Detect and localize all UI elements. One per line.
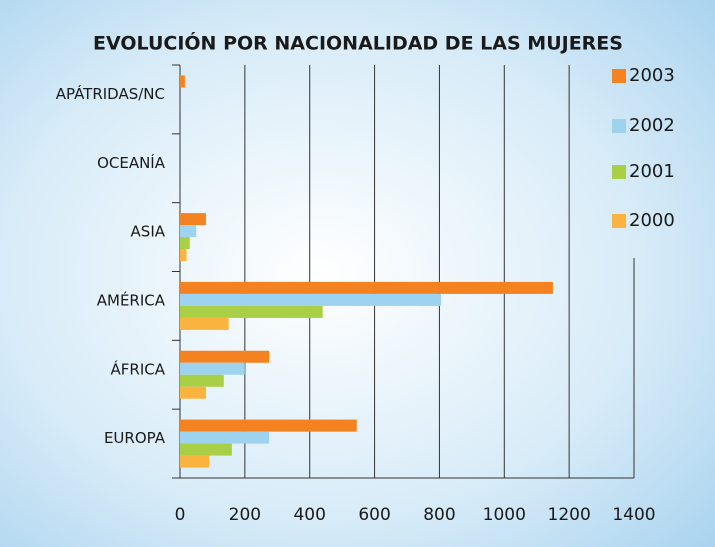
x-tick-label: 0 <box>175 505 186 525</box>
bar <box>180 249 187 262</box>
legend-swatch <box>612 214 626 228</box>
bar <box>180 431 270 444</box>
bar <box>180 317 229 330</box>
y-tick-label: OCEANÍA <box>97 153 166 172</box>
bar <box>180 455 210 468</box>
legend-label: 2000 <box>629 210 675 231</box>
bar <box>180 374 224 387</box>
y-tick-label: EUROPA <box>104 429 166 447</box>
bar <box>180 362 245 375</box>
bar <box>180 350 270 363</box>
bar <box>180 419 357 432</box>
bar <box>180 443 232 456</box>
legend-swatch <box>612 165 626 179</box>
x-tick-label: 1200 <box>548 505 591 525</box>
bar <box>180 305 323 318</box>
x-tick-label: 800 <box>423 505 455 525</box>
x-tick-label: 600 <box>358 505 390 525</box>
bar <box>180 281 553 294</box>
x-tick-label: 400 <box>293 505 325 525</box>
x-tick-label: 1400 <box>612 505 655 525</box>
legend-label: 2001 <box>629 161 675 182</box>
bar <box>180 225 197 238</box>
x-tick-label: 1000 <box>483 505 526 525</box>
y-tick-label: ASIA <box>131 223 166 241</box>
bar <box>180 75 185 88</box>
y-tick-label: AMÉRICA <box>97 290 166 309</box>
legend-swatch <box>612 69 626 83</box>
legend-label: 2003 <box>629 65 675 86</box>
y-tick-label: ÁFRICA <box>111 359 166 378</box>
legend-label: 2002 <box>629 115 675 136</box>
bar <box>180 213 206 226</box>
bar <box>180 386 206 399</box>
y-tick-label: APÁTRIDAS/NC <box>56 84 165 103</box>
x-tick-label: 200 <box>229 505 261 525</box>
chart-title: EVOLUCIÓN POR NACIONALIDAD DE LAS MUJERE… <box>93 31 623 55</box>
bar <box>180 237 190 250</box>
bar <box>180 293 442 306</box>
legend-swatch <box>612 119 626 133</box>
